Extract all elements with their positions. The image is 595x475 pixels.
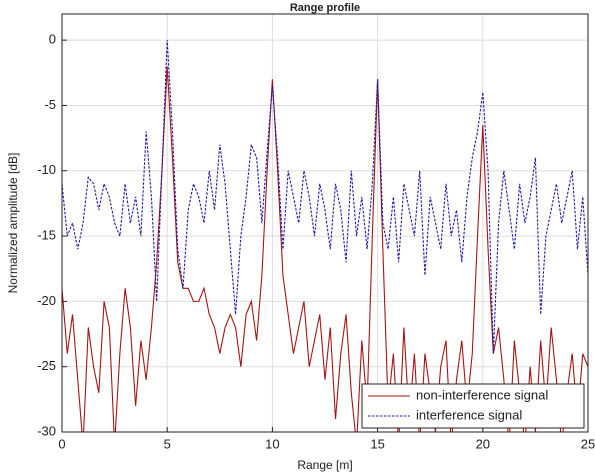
y-tick-label: -10 bbox=[37, 162, 56, 177]
y-tick-label: -15 bbox=[37, 228, 56, 243]
line-series bbox=[62, 66, 588, 432]
legend-label: non-interference signal bbox=[416, 387, 548, 402]
plot-area bbox=[62, 40, 588, 432]
x-axis-label: Range [m] bbox=[297, 458, 352, 472]
x-tick-label: 10 bbox=[265, 436, 279, 451]
chart-title: Range profile bbox=[290, 2, 360, 14]
x-tick-label: 20 bbox=[476, 436, 490, 451]
legend-label: interference signal bbox=[416, 407, 522, 422]
y-tick-label: 0 bbox=[49, 32, 56, 47]
x-tick-label: 5 bbox=[164, 436, 171, 451]
y-tick-label: -25 bbox=[37, 358, 56, 373]
x-tick-label: 25 bbox=[581, 436, 595, 451]
x-tick-label: 15 bbox=[370, 436, 384, 451]
line-series bbox=[62, 40, 588, 354]
y-tick-label: -5 bbox=[44, 97, 56, 112]
legend-box bbox=[361, 383, 585, 429]
axes-box bbox=[61, 13, 589, 433]
y-tick-label: -20 bbox=[37, 293, 56, 308]
y-tick-label: -30 bbox=[37, 423, 56, 438]
y-axis-label: Normalized amplitude [dB] bbox=[6, 153, 20, 294]
x-tick-label: 0 bbox=[58, 436, 65, 451]
